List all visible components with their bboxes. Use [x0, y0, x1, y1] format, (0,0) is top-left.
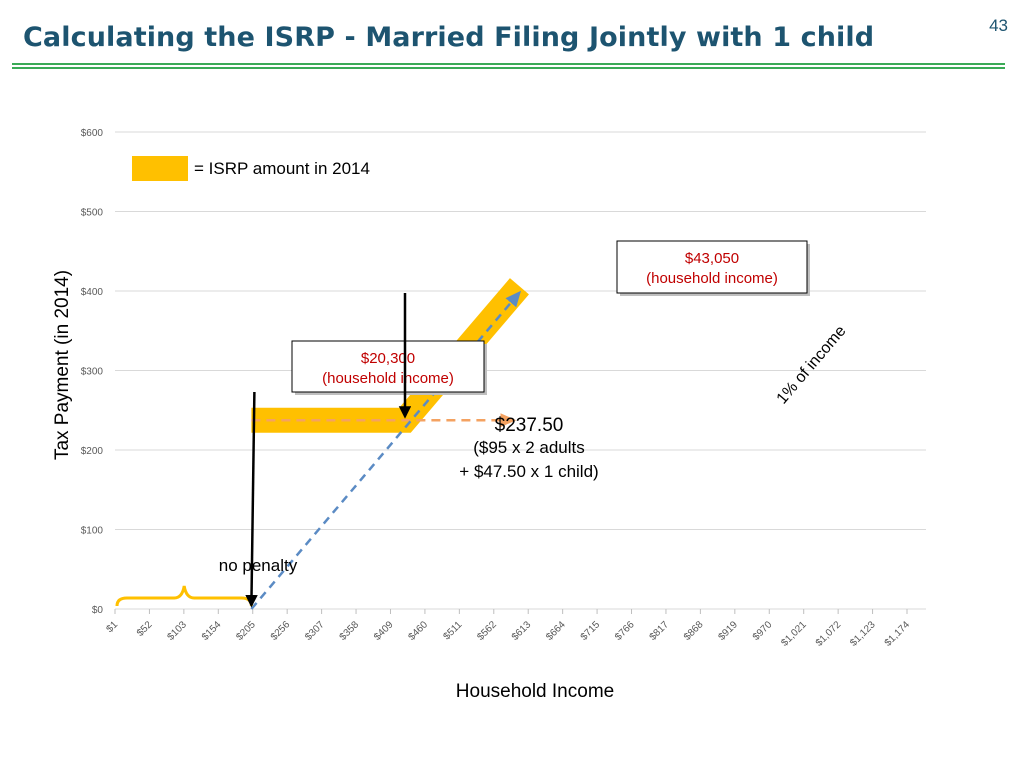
callout-box [616, 240, 808, 294]
title-rule [12, 67, 1005, 69]
x-axis-title: Household Income [456, 681, 614, 702]
x-tick-label: $1,021 [779, 619, 809, 649]
x-tick-label: $613 [510, 619, 534, 643]
y-tick-label: $600 [81, 128, 104, 139]
no-penalty-bracket [115, 585, 253, 607]
x-tick-label: $1,123 [848, 619, 878, 649]
x-tick-label: $970 [751, 619, 775, 643]
no-penalty-label: no penalty [219, 556, 298, 575]
callout-income-value: $20,300 [361, 350, 415, 367]
x-tick-label: $511 [441, 619, 464, 642]
isrp-amount-value: $237.50 [495, 415, 564, 436]
isrp-amount-detail: ($95 x 2 adults [473, 438, 585, 457]
y-tick-label: $400 [81, 287, 104, 298]
x-tick-label: $919 [716, 619, 740, 643]
page-number: 43 [989, 16, 1008, 35]
y-axis-title: Tax Payment (in 2014) [52, 270, 73, 460]
x-tick-label: $358 [338, 619, 362, 643]
x-tick-label: $766 [613, 619, 637, 643]
x-tick-label: $1,174 [883, 619, 913, 649]
title-rule [12, 63, 1005, 65]
legend-swatch [132, 156, 188, 181]
callout-income-caption: (household income) [646, 270, 778, 287]
x-tick-label: $460 [407, 619, 431, 643]
x-tick-label: $1 [104, 619, 120, 635]
slide-title: Calculating the ISRP - Married Filing Jo… [23, 22, 875, 53]
x-tick-label: $103 [165, 619, 189, 643]
y-tick-label: $0 [92, 605, 104, 616]
callout-income-value: $43,050 [685, 250, 739, 267]
y-tick-label: $100 [81, 526, 104, 537]
x-tick-label: $256 [269, 619, 293, 643]
y-tick-label: $200 [81, 446, 104, 457]
x-tick-label: $205 [234, 619, 258, 643]
x-tick-label: $1,072 [814, 619, 844, 649]
isrp-amount-detail: + $47.50 x 1 child) [459, 462, 598, 481]
callout-income-caption: (household income) [322, 370, 454, 387]
y-tick-label: $300 [81, 367, 104, 378]
x-tick-label: $409 [372, 619, 396, 643]
x-tick-label: $715 [579, 619, 603, 643]
x-tick-label: $868 [682, 619, 706, 643]
callout-box [291, 340, 485, 393]
diagonal-label: 1% of income [774, 323, 850, 408]
callout-arrow [245, 391, 258, 608]
x-tick-label: $154 [200, 619, 224, 643]
x-tick-label: $307 [303, 619, 327, 643]
legend-label: = ISRP amount in 2014 [194, 159, 370, 178]
y-tick-label: $500 [81, 208, 104, 219]
x-tick-label: $52 [135, 619, 155, 639]
x-tick-label: $562 [475, 619, 499, 643]
x-tick-label: $664 [544, 619, 568, 643]
x-tick-label: $817 [648, 619, 672, 643]
